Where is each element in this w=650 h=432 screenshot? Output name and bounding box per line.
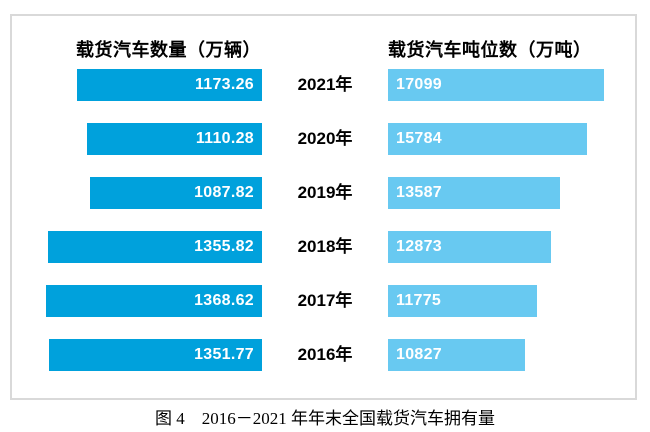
left-bar-value: 1173.26 (194, 76, 254, 93)
right-bar-value: 10827 (396, 346, 442, 363)
chart-row: 1351.77 2016年 10827 (12, 339, 635, 371)
right-bar: 11775 (388, 285, 537, 317)
right-bar: 15784 (388, 123, 587, 155)
left-bar: 1355.82 (48, 231, 262, 263)
right-bar-value: 15784 (396, 130, 442, 147)
right-bar-value: 13587 (396, 184, 442, 201)
left-bar-value: 1368.62 (194, 292, 254, 309)
chart-row: 1087.82 2019年 13587 (12, 177, 635, 209)
right-panel-header: 载货汽车吨位数（万吨） (388, 40, 592, 60)
left-bar-value: 1087.82 (194, 184, 254, 201)
left-bar: 1351.77 (49, 339, 262, 371)
right-bar: 13587 (388, 177, 560, 209)
year-label: 2016年 (297, 345, 353, 364)
figure-caption: 图 4 2016－2021 年年末全国载货汽车拥有量 (155, 409, 495, 428)
right-bar-value: 12873 (396, 238, 442, 255)
year-label: 2017年 (297, 291, 353, 310)
left-bar-value: 1351.77 (194, 346, 254, 363)
left-panel-header: 载货汽车数量（万辆） (76, 40, 261, 60)
left-bar: 1110.28 (87, 123, 262, 155)
chart-row: 1368.62 2017年 11775 (12, 285, 635, 317)
year-label: 2020年 (297, 129, 353, 148)
right-bar-value: 17099 (396, 76, 442, 93)
right-bar: 12873 (388, 231, 551, 263)
right-bar: 17099 (388, 69, 604, 101)
left-bar: 1173.26 (77, 69, 262, 101)
year-label: 2018年 (297, 237, 353, 256)
left-bar: 1368.62 (46, 285, 262, 317)
left-bar-value: 1110.28 (195, 130, 254, 147)
chart-frame: 载货汽车数量（万辆） 载货汽车吨位数（万吨） 1173.26 2021年 17099… (10, 14, 637, 400)
chart-row: 1173.26 2021年 17099 (12, 69, 635, 101)
left-bar-value: 1355.82 (194, 238, 254, 255)
chart-row: 1110.28 2020年 15784 (12, 123, 635, 155)
right-bar-value: 11775 (396, 292, 442, 309)
chart-row: 1355.82 2018年 12873 (12, 231, 635, 263)
left-bar: 1087.82 (90, 177, 262, 209)
year-label: 2019年 (297, 183, 353, 202)
year-label: 2021年 (297, 75, 353, 94)
chart-rows: 1173.26 2021年 17099 1110.28 2020年 15784 1087.8… (12, 69, 635, 393)
right-bar: 10827 (388, 339, 525, 371)
